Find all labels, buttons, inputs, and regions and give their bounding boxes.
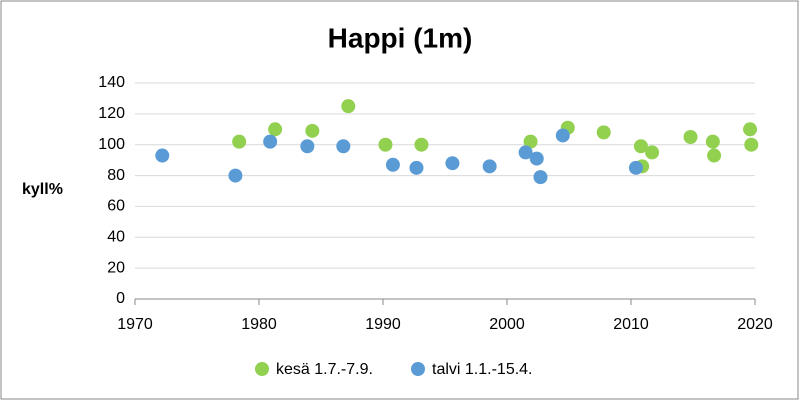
x-tick-label: 1990 [365,316,401,333]
point [482,159,497,174]
point [228,168,243,183]
x-tick-label: 2020 [737,316,773,333]
point [409,160,424,175]
y-tick-label: 100 [98,136,125,153]
point [628,160,643,175]
point [683,130,698,144]
point [263,134,278,149]
y-tick-label: 120 [98,105,125,122]
y-tick-label: 0 [116,290,125,307]
point [232,134,247,149]
x-tick-label: 2000 [489,316,525,333]
point [596,125,611,140]
point [707,148,722,163]
point [155,148,170,163]
y-tick-label: 20 [107,259,125,276]
y-axis-label: kyll% [22,181,63,198]
point [705,134,720,149]
point [300,139,315,154]
point [336,139,351,154]
point [445,156,460,171]
point [533,170,548,185]
x-tick-label: 1980 [241,316,277,333]
point [744,137,759,152]
point [529,151,544,166]
y-tick-label: 40 [107,229,125,246]
legend-marker [255,362,269,376]
point [518,145,533,160]
point [341,99,356,114]
x-tick-label: 2010 [613,316,649,333]
point [305,123,320,138]
legend-marker [411,362,425,376]
x-tick-label: 1970 [117,316,153,333]
point [633,139,648,154]
point [385,157,400,172]
point [414,137,429,152]
point [645,145,660,160]
legend-label: talvi 1.1.-15.4. [432,361,533,378]
point [743,122,758,137]
point [378,137,393,152]
point [555,128,570,143]
y-tick-label: 140 [98,74,125,91]
y-tick-label: 80 [107,167,125,184]
y-tick-label: 60 [107,198,125,215]
legend-label: kesä 1.7.-7.9. [276,361,373,378]
point [523,134,538,149]
chart-title: Happi (1m) [328,22,473,53]
point [268,122,283,137]
